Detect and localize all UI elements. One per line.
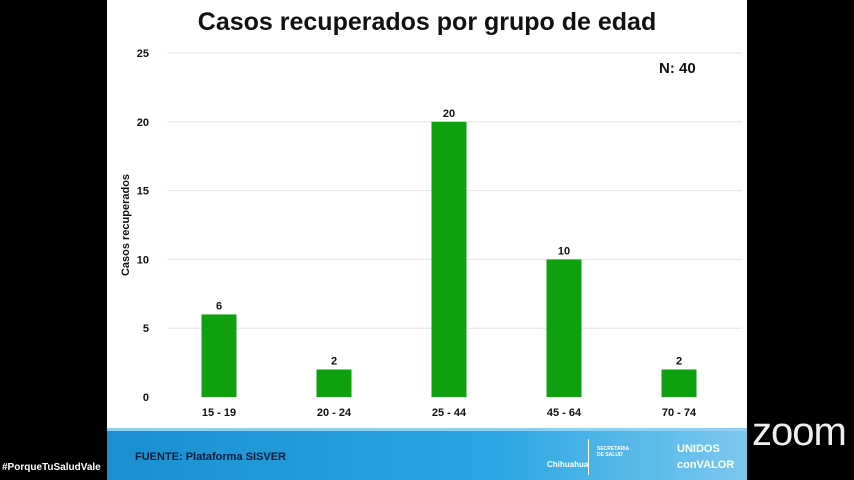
zoom-watermark: zoom bbox=[752, 410, 847, 454]
x-tick-label: 70 - 74 bbox=[662, 407, 697, 419]
chihuahua-logo: Chihuahua bbox=[547, 460, 589, 469]
secretaria-logo: SECRETARIA DE SALUD bbox=[597, 446, 629, 458]
x-tick-label: 15 - 19 bbox=[202, 407, 236, 419]
chart-title: Casos recuperados por grupo de edad bbox=[197, 8, 657, 36]
bar bbox=[201, 314, 237, 397]
y-axis-label: Casos recuperados bbox=[120, 174, 132, 276]
x-tick-label: 25 - 44 bbox=[432, 407, 467, 419]
x-tick-label: 45 - 64 bbox=[547, 407, 582, 419]
footer-divider bbox=[588, 439, 589, 475]
data-label: 2 bbox=[331, 355, 337, 367]
y-tick-label: 0 bbox=[143, 392, 149, 404]
sample-size: N: 40 bbox=[659, 60, 696, 77]
data-label: 2 bbox=[676, 355, 682, 367]
x-tick-label: 20 - 24 bbox=[317, 407, 352, 419]
convalor-logo: conVALOR bbox=[677, 459, 735, 471]
source-text: FUENTE: Plataforma SISVER bbox=[135, 451, 286, 463]
bar bbox=[661, 369, 697, 397]
data-label: 20 bbox=[443, 108, 455, 120]
slide: Casos recuperados por grupo de edad N: 4… bbox=[107, 0, 747, 480]
bar bbox=[546, 259, 582, 397]
y-tick-label: 15 bbox=[137, 186, 149, 198]
footer-banner: FUENTE: Plataforma SISVER Chihuahua SECR… bbox=[107, 428, 747, 480]
y-tick-label: 5 bbox=[143, 323, 149, 335]
data-label: 10 bbox=[558, 245, 570, 257]
y-tick-label: 20 bbox=[137, 117, 149, 129]
data-label: 6 bbox=[216, 300, 222, 312]
unidos-logo: UNIDOS bbox=[677, 443, 720, 455]
bar bbox=[316, 369, 352, 397]
y-tick-label: 10 bbox=[137, 254, 149, 266]
hashtag-text: #PorqueTuSaludVale bbox=[2, 462, 101, 473]
bar-chart: Casos recuperados 0 5 10 15 20 25 6 15 - 19 2 20 … bbox=[120, 48, 742, 419]
y-tick-label: 25 bbox=[137, 48, 149, 60]
bar bbox=[431, 121, 467, 398]
